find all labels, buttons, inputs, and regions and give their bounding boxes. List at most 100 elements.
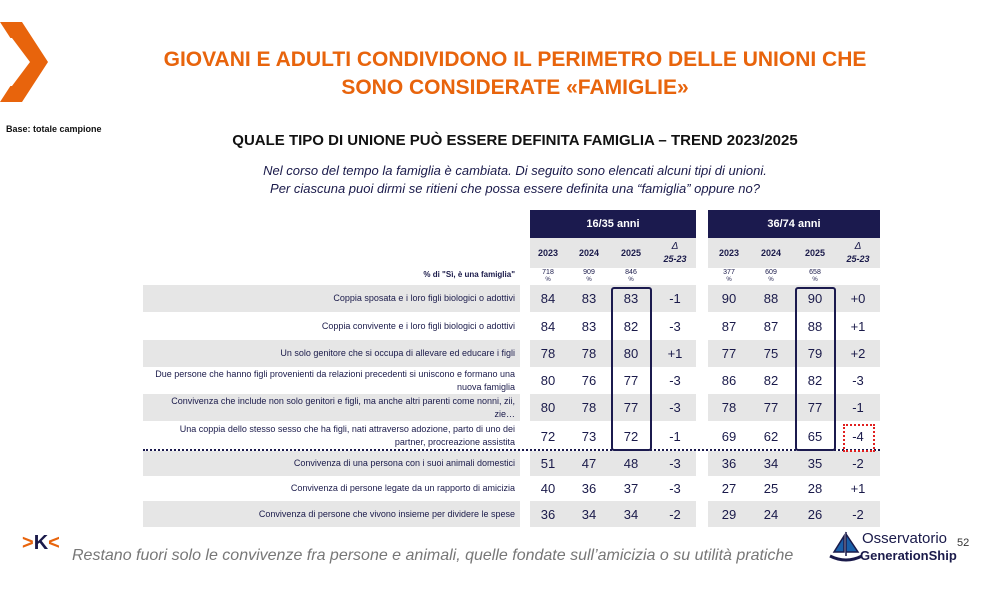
measure-label: % di "Sì, è una famiglia": [423, 270, 515, 279]
column-header: 2023: [537, 248, 559, 258]
question-line: Per ciascuna puoi dirmi se ritieni che p…: [270, 181, 760, 196]
value-cell: 37: [623, 480, 639, 496]
row-band: [530, 451, 696, 476]
value-cell: 77: [623, 373, 639, 388]
value-cell: 35: [807, 456, 823, 471]
value-cell: 65: [807, 428, 823, 444]
group-header: 36/74 anni: [708, 210, 880, 238]
row-label: Convivenza di persone legate da un rappo…: [290, 482, 515, 493]
question-line: Nel corso del tempo la famiglia è cambia…: [263, 163, 767, 178]
value-cell: 90: [721, 291, 737, 306]
delta-symbol: Δ: [854, 240, 862, 252]
value-cell: 36: [581, 480, 597, 496]
value-cell: 51: [540, 456, 556, 471]
value-cell: 83: [623, 291, 639, 306]
corner-chevron: [0, 22, 48, 102]
delta-cell: -3: [669, 318, 681, 334]
row-band: [143, 394, 520, 421]
value-cell: 84: [540, 291, 556, 306]
separator: [143, 449, 880, 451]
row-label: Coppia convivente e i loro figli biologi…: [321, 320, 515, 331]
value-cell: 29: [721, 506, 737, 522]
row-label: Coppia sposata e i loro figli biologici …: [333, 293, 515, 303]
value-cell: 88: [807, 318, 823, 334]
delta-label: 25-23: [663, 253, 687, 264]
value-cell: 82: [623, 318, 639, 334]
value-cell: 83: [581, 291, 597, 306]
delta-cell: -3: [852, 373, 864, 388]
sample-size: 658: [809, 269, 821, 276]
alert-box: [843, 424, 875, 452]
value-cell: 88: [763, 291, 779, 306]
value-cell: 78: [721, 400, 737, 415]
value-cell: 72: [623, 428, 639, 444]
delta-cell: -2: [669, 506, 681, 522]
delta-cell: -3: [669, 400, 681, 415]
delta-cell: -1: [669, 428, 681, 444]
value-cell: 77: [721, 346, 737, 361]
row-label: Un solo genitore che si occupa di alleva…: [280, 348, 515, 358]
value-cell: 82: [807, 373, 823, 388]
value-cell: 75: [763, 346, 779, 361]
delta-cell: -3: [669, 456, 681, 471]
value-cell: 77: [763, 400, 779, 415]
value-cell: 78: [581, 346, 597, 361]
row-band: [708, 394, 880, 421]
sample-unit: %: [628, 277, 634, 283]
value-cell: 48: [623, 456, 639, 471]
row-label: Convivenza di persone che vivono insieme…: [258, 508, 515, 519]
row-band: [143, 501, 520, 527]
value-cell: 62: [763, 428, 779, 444]
row-band: [530, 501, 696, 527]
value-cell: 34: [763, 456, 779, 471]
value-cell: 80: [623, 346, 639, 361]
delta-cell: -2: [852, 506, 864, 522]
value-cell: 72: [540, 428, 556, 444]
page-number: 52: [957, 537, 970, 549]
value-cell: 34: [581, 506, 597, 522]
delta-cell: -2: [852, 456, 864, 471]
value-cell: 76: [581, 373, 597, 388]
value-cell: 84: [540, 318, 556, 334]
column-header: 2025: [620, 248, 642, 258]
value-cell: 25: [763, 480, 779, 496]
value-cell: 90: [807, 291, 823, 306]
column-header: 2024: [760, 248, 782, 258]
sample-size: 718: [542, 269, 554, 276]
row-label: Convivenza che include non solo genitori…: [171, 395, 515, 419]
value-cell: 80: [540, 400, 556, 415]
logo-line: Osservatorio: [862, 530, 948, 547]
delta-label: 25-23: [846, 253, 870, 264]
row-label: Una coppia dello stesso sesso che ha fig…: [179, 424, 515, 447]
delta-cell: +1: [667, 346, 683, 361]
value-cell: 28: [807, 480, 823, 496]
value-cell: 36: [540, 506, 556, 522]
row-band: [708, 340, 880, 367]
value-cell: 77: [623, 400, 639, 415]
subtitle: QUALE TIPO DI UNIONE PUÒ ESSERE DEFINITA…: [232, 132, 798, 149]
column-header: 2025: [804, 248, 826, 258]
delta-cell: -1: [669, 291, 681, 306]
sample-unit: %: [726, 277, 732, 283]
sample-unit: %: [545, 277, 551, 283]
value-cell: 47: [581, 456, 597, 471]
sample-size: 377: [723, 269, 735, 276]
delta-cell: +1: [850, 480, 866, 496]
value-cell: 69: [721, 428, 737, 444]
base-note: Base: totale campione: [6, 124, 102, 134]
sample-unit: %: [586, 277, 592, 283]
value-cell: 36: [721, 456, 737, 471]
value-cell: 26: [807, 506, 823, 522]
row-band: [143, 285, 520, 312]
value-cell: 27: [721, 480, 737, 496]
value-cell: 78: [581, 400, 597, 415]
sample-unit: %: [812, 277, 818, 283]
delta-symbol: Δ: [671, 240, 679, 252]
value-cell: 82: [763, 373, 779, 388]
value-cell: 80: [540, 373, 556, 388]
value-cell: 73: [581, 428, 597, 444]
row-band: [708, 285, 880, 312]
row-label: Due persone che hanno figli provenienti …: [155, 368, 515, 392]
